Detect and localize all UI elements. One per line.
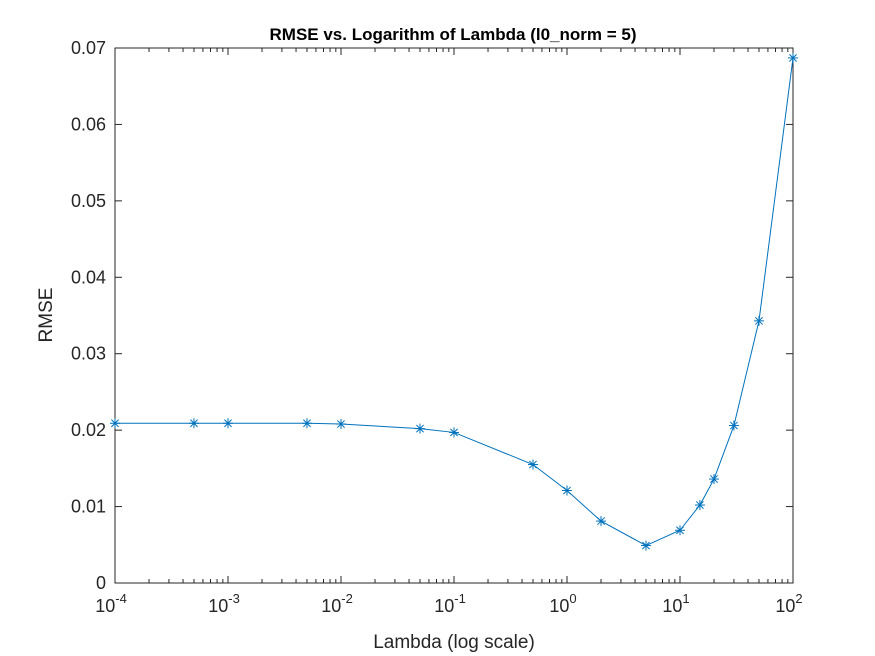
data-point: [336, 419, 346, 430]
data-point: [449, 427, 459, 438]
y-tick-label: 0.03: [71, 344, 106, 364]
data-point: [640, 540, 651, 551]
plot-frame: [114, 47, 794, 584]
y-tick-label: 0: [96, 573, 106, 593]
x-tick-label: 10-4: [95, 591, 127, 616]
data-point: [110, 418, 120, 429]
y-tick-label: 0.01: [71, 497, 106, 517]
x-tick-label: 100: [549, 591, 576, 616]
data-point: [301, 418, 312, 429]
data-point: [596, 516, 607, 527]
data-point: [188, 418, 199, 429]
data-point: [527, 459, 538, 470]
data-point: [694, 500, 705, 511]
data-point: [753, 315, 764, 326]
x-tick-label: 10-2: [321, 591, 353, 616]
y-tick-label: 0.07: [71, 38, 106, 58]
x-tick-label: 101: [662, 591, 689, 616]
data-point: [562, 485, 572, 496]
data-point: [414, 423, 425, 434]
y-tick-label: 0.04: [71, 267, 106, 287]
axis-ticks: [114, 47, 794, 584]
x-axis-label: Lambda (log scale): [373, 632, 535, 653]
y-tick-label: 0.06: [71, 114, 106, 134]
x-minor-ticks: [148, 48, 789, 583]
y-axis-label: RMSE: [36, 288, 57, 343]
x-tick-label: 10-3: [208, 591, 240, 616]
chart-title: RMSE vs. Logarithm of Lambda (l0_norm = …: [270, 25, 637, 44]
x-tick-labels: 10-4 10-3 10-2 10-1 100 101 102: [95, 591, 802, 616]
series-markers: [110, 52, 798, 551]
data-point: [223, 418, 233, 429]
x-tick-label: 10-1: [434, 591, 466, 616]
y-tick-labels: 0 0.01 0.02 0.03 0.04 0.05 0.06 0.07: [71, 38, 106, 593]
data-point: [675, 525, 685, 536]
data-point: [788, 52, 798, 63]
data-point: [709, 474, 720, 485]
x-tick-label: 102: [775, 591, 802, 616]
data-point: [728, 420, 739, 431]
y-tick-label: 0.05: [71, 191, 106, 211]
y-tick-label: 0.02: [71, 420, 106, 440]
